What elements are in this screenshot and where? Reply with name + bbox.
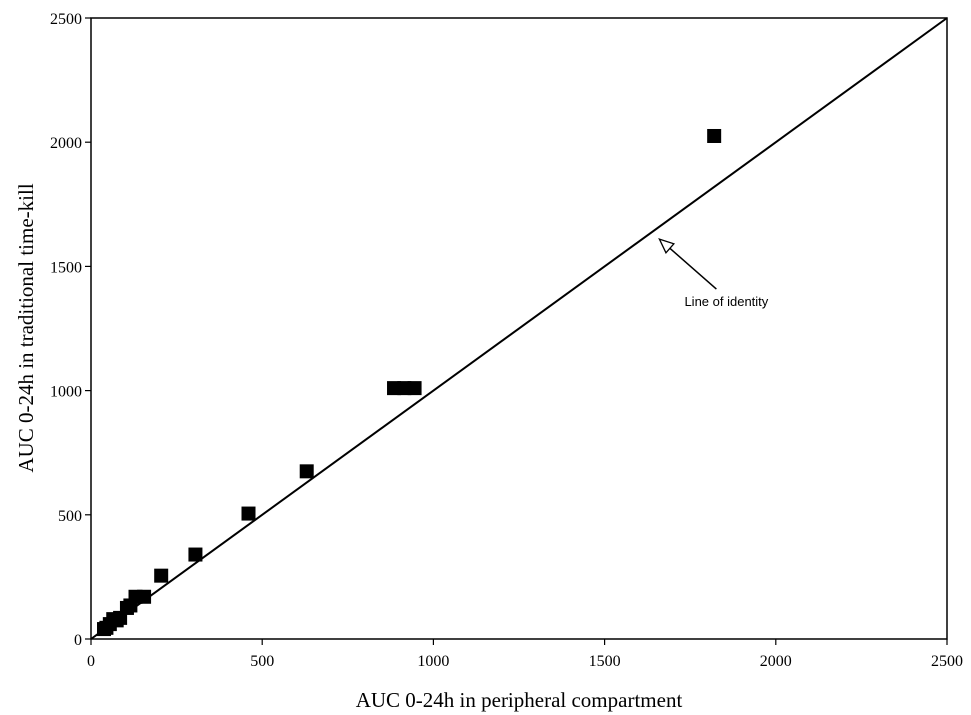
- annotation-line-of-identity: Line of identity: [658, 237, 769, 309]
- data-point: [299, 464, 314, 479]
- annotation-arrow: [669, 247, 717, 290]
- data-point: [241, 506, 256, 521]
- x-axis-title: AUC 0-24h in peripheral compartment: [356, 688, 683, 712]
- data-point: [407, 381, 422, 396]
- x-tick-label: 1000: [417, 653, 449, 670]
- y-tick-label: 2000: [50, 135, 82, 152]
- y-tick-label: 0: [74, 632, 82, 649]
- plot-frame: [90, 17, 948, 640]
- y-tick-label: 2500: [50, 11, 82, 28]
- data-point: [707, 128, 722, 143]
- y-tick-label: 1000: [50, 384, 82, 401]
- data-point: [137, 589, 152, 604]
- identity-line: [90, 17, 948, 640]
- y-tick-label: 500: [58, 508, 82, 525]
- x-tick-label: 500: [250, 653, 274, 670]
- x-tick-label: 2000: [760, 653, 792, 670]
- y-tick-label: 1500: [50, 259, 82, 276]
- annotation-text: Line of identity: [684, 294, 768, 309]
- y-axis-title: AUC 0-24h in traditional time-kill: [14, 183, 38, 472]
- x-tick-label: 1500: [589, 653, 621, 670]
- x-axis-ticks: 0 500 1000 1500 2000 2500: [87, 639, 963, 670]
- x-tick-label: 2500: [931, 653, 963, 670]
- annotation-arrowhead: [658, 237, 676, 254]
- data-point: [154, 568, 169, 583]
- y-axis-ticks: 0 500 1000 1500 2000 2500: [50, 11, 91, 649]
- data-point: [188, 547, 203, 562]
- x-tick-label: 0: [87, 653, 95, 670]
- data-points: [97, 128, 722, 637]
